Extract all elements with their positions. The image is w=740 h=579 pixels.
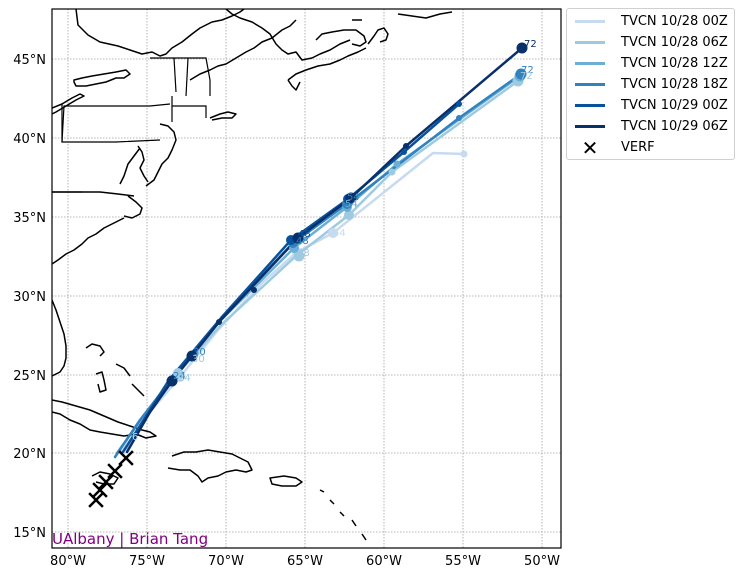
svg-text:80°W: 80°W [50,554,86,569]
svg-text:30: 30 [193,347,206,358]
legend-item-tvcn-1028-06z: TVCN 10/28 06Z [567,32,734,53]
legend-label: TVCN 10/28 12Z [621,56,728,71]
track-tvcn-1028-00z [123,151,466,452]
svg-text:70°W: 70°W [208,554,244,569]
legend-label: TVCN 10/28 06Z [621,35,728,50]
svg-text:75°W: 75°W [129,554,165,569]
svg-text:40°N: 40°N [13,132,46,147]
credit-text: UAlbany | Brian Tang [52,530,208,548]
legend: TVCN 10/28 00Z TVCN 10/28 06Z TVCN 10/28… [566,8,735,160]
legend-label: VERF [621,140,655,155]
svg-text:72: 72 [524,39,537,50]
x-axis-labels: 80°W 75°W 70°W 65°W 60°W 55°W 50°W [50,554,560,569]
legend-item-tvcn-1028-18z: TVCN 10/28 18Z [567,74,734,95]
svg-text:50°W: 50°W [524,554,560,569]
svg-text:72: 72 [520,71,533,82]
legend-label: TVCN 10/28 18Z [621,77,728,92]
legend-line-swatch [575,83,605,86]
legend-item-verf: ✕ VERF [567,137,734,158]
svg-text:15°N: 15°N [13,526,46,541]
gridlines [52,9,561,548]
forecast-hour-labels: 72 72 72 54 54 54 48 48 48 30 30 24 24 6 [132,39,537,443]
svg-text:30°N: 30°N [13,290,46,305]
svg-text:48: 48 [298,229,311,240]
legend-line-swatch [575,62,605,65]
svg-text:30: 30 [192,354,205,365]
track-tvcn-1029-06z [125,46,524,454]
legend-line-swatch [575,20,605,23]
svg-text:24: 24 [178,373,191,384]
legend-line-swatch [575,41,605,44]
svg-text:60°W: 60°W [366,554,402,569]
svg-text:45°N: 45°N [13,53,46,68]
svg-text:48: 48 [296,236,309,247]
svg-text:35°N: 35°N [13,211,46,226]
legend-line-swatch [575,125,605,128]
state-borders [52,57,211,193]
map-frame [51,8,562,549]
legend-item-tvcn-1029-06z: TVCN 10/29 06Z [567,116,734,137]
legend-label: TVCN 10/28 00Z [621,14,728,29]
svg-text:54: 54 [347,192,360,203]
svg-text:54: 54 [345,199,358,210]
svg-text:72: 72 [521,65,534,76]
map-area [52,9,561,548]
svg-text:24: 24 [173,371,186,382]
verf-markers [88,450,134,508]
y-axis-labels: 45°N 40°N 35°N 30°N 25°N 20°N 15°N [13,53,46,541]
legend-label: TVCN 10/29 00Z [621,98,728,113]
legend-item-tvcn-1029-00z: TVCN 10/29 00Z [567,95,734,116]
legend-label: TVCN 10/29 06Z [621,119,728,134]
coastlines [52,9,453,541]
track-markers [166,42,528,387]
svg-text:6: 6 [132,432,138,443]
svg-text:20°N: 20°N [13,447,46,462]
legend-line-swatch [575,104,605,107]
legend-item-tvcn-1028-00z: TVCN 10/28 00Z [567,11,734,32]
svg-text:55°W: 55°W [445,554,481,569]
legend-item-tvcn-1028-12z: TVCN 10/28 12Z [567,53,734,74]
svg-text:54: 54 [333,228,346,239]
svg-text:48: 48 [297,248,310,259]
svg-text:65°W: 65°W [287,554,323,569]
svg-text:25°N: 25°N [13,369,46,384]
x-marker-icon: ✕ [581,135,599,160]
